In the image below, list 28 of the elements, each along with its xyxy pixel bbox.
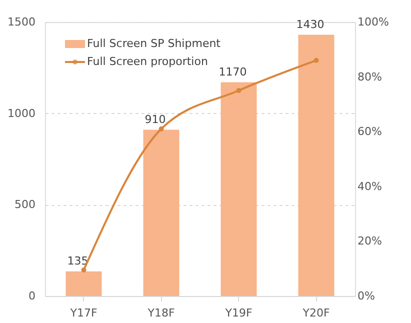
point [314, 58, 319, 63]
point [158, 126, 164, 132]
bar [220, 82, 257, 296]
bar [298, 34, 334, 296]
y2-tick-label: 60% [358, 125, 382, 138]
x-tick-label: Y17F [69, 306, 98, 320]
y2-tick-label: 20% [358, 234, 382, 248]
data-label: 1430 [296, 18, 324, 31]
legend-label: Full Screen SP Shipment [87, 37, 222, 50]
legend-label: Full Screen proportion [87, 55, 208, 68]
data-label: 910 [144, 112, 166, 126]
y-tick-label: 1000 [8, 106, 36, 120]
y-tick-label: 500 [14, 198, 36, 212]
bar [66, 271, 102, 296]
y2-tick-label: 40% [358, 180, 382, 193]
y-tick-label: 0 [28, 290, 36, 302]
y2-tick-label: 0% [358, 290, 375, 302]
y-tick-label: 1500 [8, 16, 36, 28]
y2-tick-label: 100% [358, 16, 389, 28]
point [81, 267, 86, 272]
bar [143, 130, 180, 296]
x-tick-label: Y18F [146, 306, 175, 320]
data-label: 135 [67, 254, 88, 268]
y2-tick-label: 80% [358, 70, 382, 84]
x-tick-label: Y19F [224, 306, 252, 320]
data-label: 1170 [218, 65, 247, 78]
point [236, 88, 242, 93]
x-tick-label: Y20F [302, 306, 330, 320]
